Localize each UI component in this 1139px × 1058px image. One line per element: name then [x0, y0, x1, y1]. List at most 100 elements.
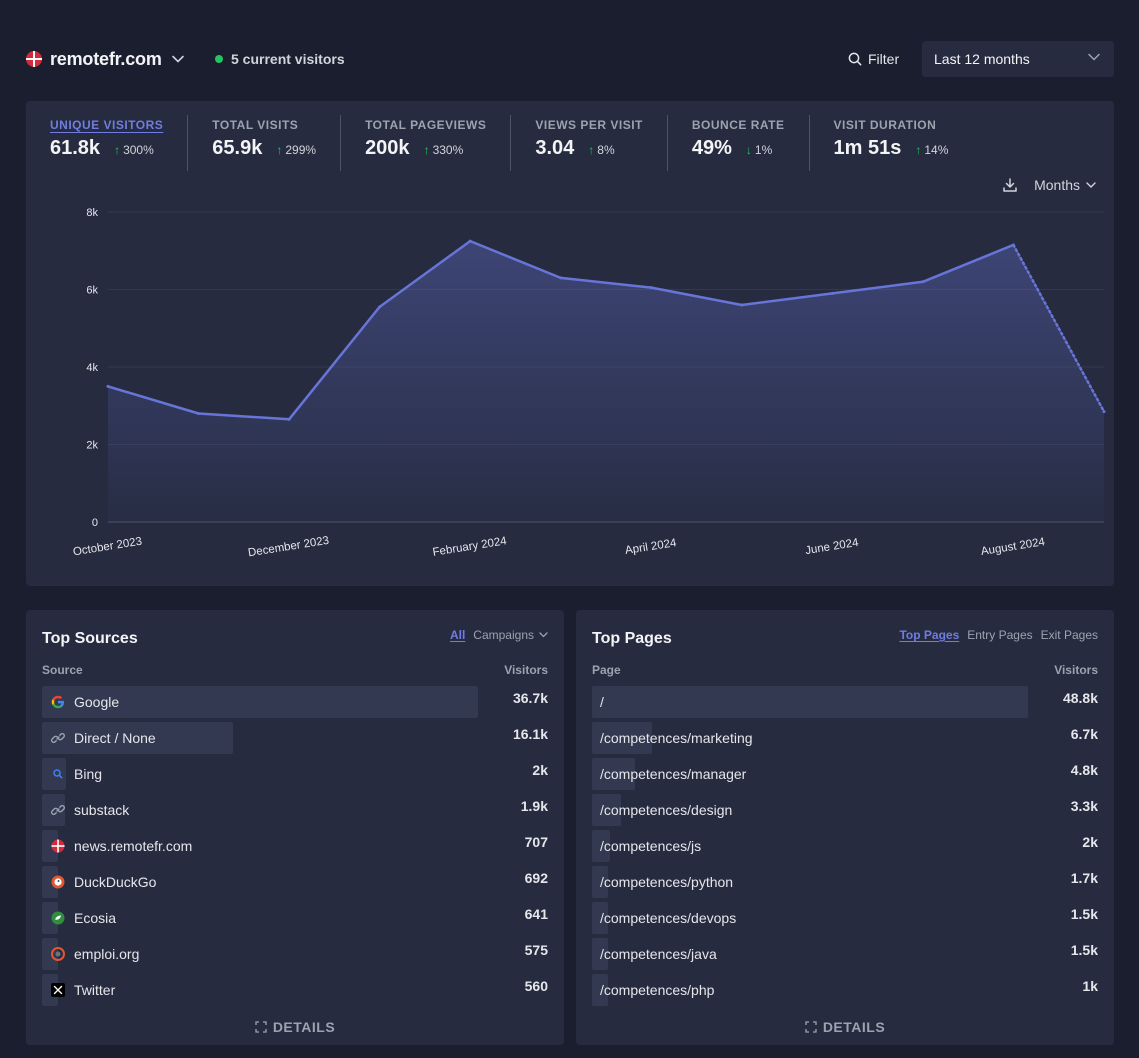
metric-total-pageviews[interactable]: Total pageviews 200k ↑ 330%	[341, 115, 512, 171]
arrow-up-icon: ↑	[588, 143, 595, 157]
main-graph-card: Unique visitors 61.8k ↑ 300% Total visits…	[26, 101, 1114, 586]
current-visitors[interactable]: 5 current visitors	[215, 41, 345, 77]
list-item[interactable]: /competences/java 1.5k	[592, 938, 1098, 970]
data-point[interactable]	[649, 286, 653, 290]
data-point[interactable]	[740, 303, 744, 307]
list-item[interactable]: emploi.org 575	[42, 938, 548, 970]
arrow-up-icon: ↑	[423, 143, 430, 157]
top-pages-card: Top Pages Top Pages Entry Pages Exit Pag…	[576, 610, 1114, 1045]
metric-change: ↑ 300%	[114, 143, 154, 157]
x-tick-label: October 2023	[72, 536, 143, 559]
metric-bounce-rate[interactable]: Bounce rate 49% ↓ 1%	[668, 115, 810, 171]
list-item-label-wrap: Ecosia	[50, 902, 116, 934]
site-favicon-icon	[26, 51, 42, 67]
list-item-label-wrap: /competences/design	[600, 794, 732, 826]
list-item-label: Bing	[74, 766, 103, 782]
period-label: Last 12 months	[934, 51, 1030, 67]
visitors-chart[interactable]: 0 2k 4k 6k 8k October 2023 December 2023 Febru…	[26, 101, 1114, 586]
list-item-label: /competences/python	[600, 874, 734, 890]
list-item-label: /competences/design	[600, 802, 733, 818]
sources-list: Google 36.7k Direct / None 16.1k Bing 2k subst…	[42, 686, 548, 1010]
search-icon	[848, 52, 862, 66]
metric-label: Visit duration	[833, 118, 937, 132]
list-item-bar	[42, 686, 478, 718]
data-point[interactable]	[106, 384, 110, 388]
data-point[interactable]	[1011, 243, 1015, 247]
list-item-bar	[592, 830, 610, 862]
list-item-label-wrap: Google	[50, 686, 119, 718]
data-point[interactable]	[830, 291, 834, 295]
list-item-label: /competences/java	[600, 946, 717, 962]
download-icon[interactable]	[1002, 177, 1018, 193]
pages-details-button[interactable]: DETAILS	[576, 1019, 1114, 1035]
list-item-label: Direct / None	[74, 730, 156, 746]
list-item-label: Twitter	[74, 982, 116, 998]
tab-all[interactable]: All	[449, 628, 466, 642]
list-item-label: /competences/manager	[600, 766, 747, 782]
metric-views-per-visit[interactable]: Views per visit 3.04 ↑ 8%	[511, 115, 668, 171]
list-item-value: 2k	[1082, 834, 1098, 850]
x-tick-label: June 2024	[804, 537, 860, 557]
list-item[interactable]: /competences/marketing 6.7k	[592, 722, 1098, 754]
list-item-value: 6.7k	[1070, 726, 1098, 742]
list-item[interactable]: Bing 2k	[42, 758, 548, 790]
list-item[interactable]: /competences/design 3.3k	[592, 794, 1098, 826]
list-item[interactable]: substack 1.9k	[42, 794, 548, 826]
list-item-bar	[592, 686, 1028, 718]
metric-value: 61.8k	[50, 137, 101, 159]
list-item[interactable]: /competences/manager 4.8k	[592, 758, 1098, 790]
bing-icon	[50, 766, 66, 782]
list-item[interactable]: Ecosia 641	[42, 902, 548, 934]
list-item-value: 36.7k	[512, 690, 548, 706]
list-item-label-wrap: /competences/marketing	[600, 722, 753, 754]
data-point[interactable]	[287, 417, 291, 421]
metric-change-value: 14%	[924, 143, 949, 157]
data-point[interactable]	[1102, 410, 1106, 414]
live-dot-icon	[215, 55, 223, 63]
details-label: DETAILS	[822, 1019, 886, 1035]
list-item-label: /	[600, 694, 604, 710]
list-item-label: /competences/js	[600, 838, 702, 854]
period-select[interactable]: Last 12 months	[922, 41, 1114, 77]
duckduckgo-icon	[50, 874, 66, 890]
list-item[interactable]: /competences/php 1k	[592, 974, 1098, 1006]
data-point[interactable]	[197, 412, 201, 415]
filter-button[interactable]: Filter	[848, 41, 899, 77]
site-switcher[interactable]: remotefr.com	[26, 41, 184, 77]
list-item[interactable]: Google 36.7k	[42, 686, 548, 718]
list-item[interactable]: news.remotefr.com 707	[42, 830, 548, 862]
sources-details-button[interactable]: DETAILS	[26, 1019, 564, 1035]
metric-unique-visitors[interactable]: Unique visitors 61.8k ↑ 300%	[26, 115, 189, 171]
data-point[interactable]	[378, 305, 382, 309]
interval-select[interactable]: Months	[1034, 177, 1096, 193]
metric-change-value: 8%	[597, 143, 615, 157]
list-item-label-wrap: /competences/manager	[600, 758, 746, 790]
tab-exit-pages[interactable]: Exit Pages	[1040, 628, 1098, 642]
y-tick-label: 0	[92, 517, 98, 529]
metric-total-visits[interactable]: Total visits 65.9k ↑ 299%	[188, 115, 342, 171]
list-item-label-wrap: /	[600, 686, 604, 718]
tab-campaigns[interactable]: Campaigns	[473, 628, 548, 642]
list-item[interactable]: /competences/python 1.7k	[592, 866, 1098, 898]
list-item[interactable]: DuckDuckGo 692	[42, 866, 548, 898]
tab-entry-pages[interactable]: Entry Pages	[967, 628, 1033, 642]
list-item[interactable]: /competences/js 2k	[592, 830, 1098, 862]
metric-visit-duration[interactable]: Visit duration 1m 51s ↑ 14%	[810, 115, 973, 171]
site-name: remotefr.com	[50, 48, 162, 69]
metric-value: 3.04	[535, 137, 575, 159]
details-label: DETAILS	[272, 1019, 336, 1035]
ecosia-icon	[50, 910, 66, 926]
list-item[interactable]: Twitter 560	[42, 974, 548, 1006]
list-item-label-wrap: Direct / None	[50, 722, 156, 754]
list-item[interactable]: Direct / None 16.1k	[42, 722, 548, 754]
top-sources-title: Top Sources	[42, 630, 138, 647]
list-item[interactable]: / 48.8k	[592, 686, 1098, 718]
tab-top-pages[interactable]: Top Pages	[899, 628, 960, 642]
column-header-page: Page	[592, 663, 621, 677]
list-item[interactable]: /competences/devops 1.5k	[592, 902, 1098, 934]
data-point[interactable]	[468, 239, 472, 243]
data-point[interactable]	[559, 276, 563, 280]
data-point[interactable]	[921, 280, 925, 284]
list-item-label: Google	[74, 694, 120, 710]
x-tick-label: December 2023	[247, 535, 330, 560]
